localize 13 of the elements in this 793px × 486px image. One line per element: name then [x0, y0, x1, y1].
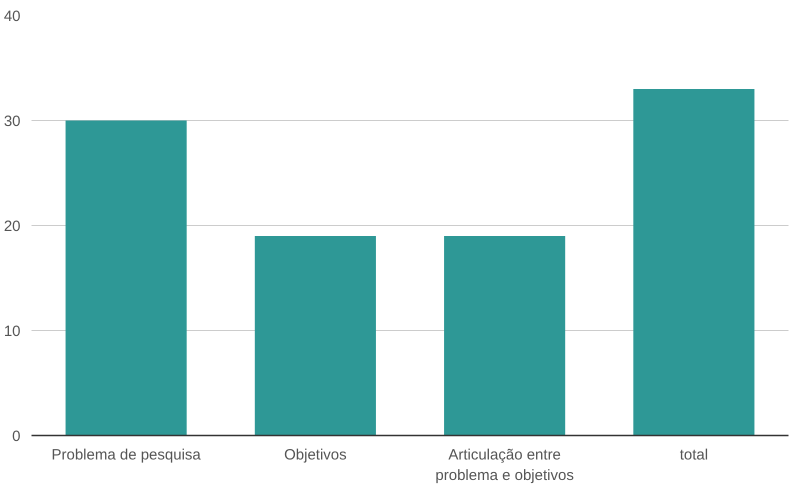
y-tick-label: 40 — [4, 8, 21, 25]
y-tick-label: 0 — [12, 428, 20, 445]
y-tick-label: 30 — [4, 113, 21, 130]
y-tick-label: 20 — [4, 218, 21, 235]
x-tick-label: Articulação entre problema e objetivos — [435, 446, 574, 484]
y-tick-label: 10 — [4, 323, 21, 340]
bar — [444, 236, 566, 436]
x-tick-label: Problema de pesquisa — [51, 446, 202, 464]
bar — [66, 120, 187, 436]
bar — [633, 89, 754, 436]
x-tick-label: total — [680, 446, 708, 464]
bar — [254, 236, 376, 436]
x-tick-label: Objetivos — [284, 446, 347, 464]
